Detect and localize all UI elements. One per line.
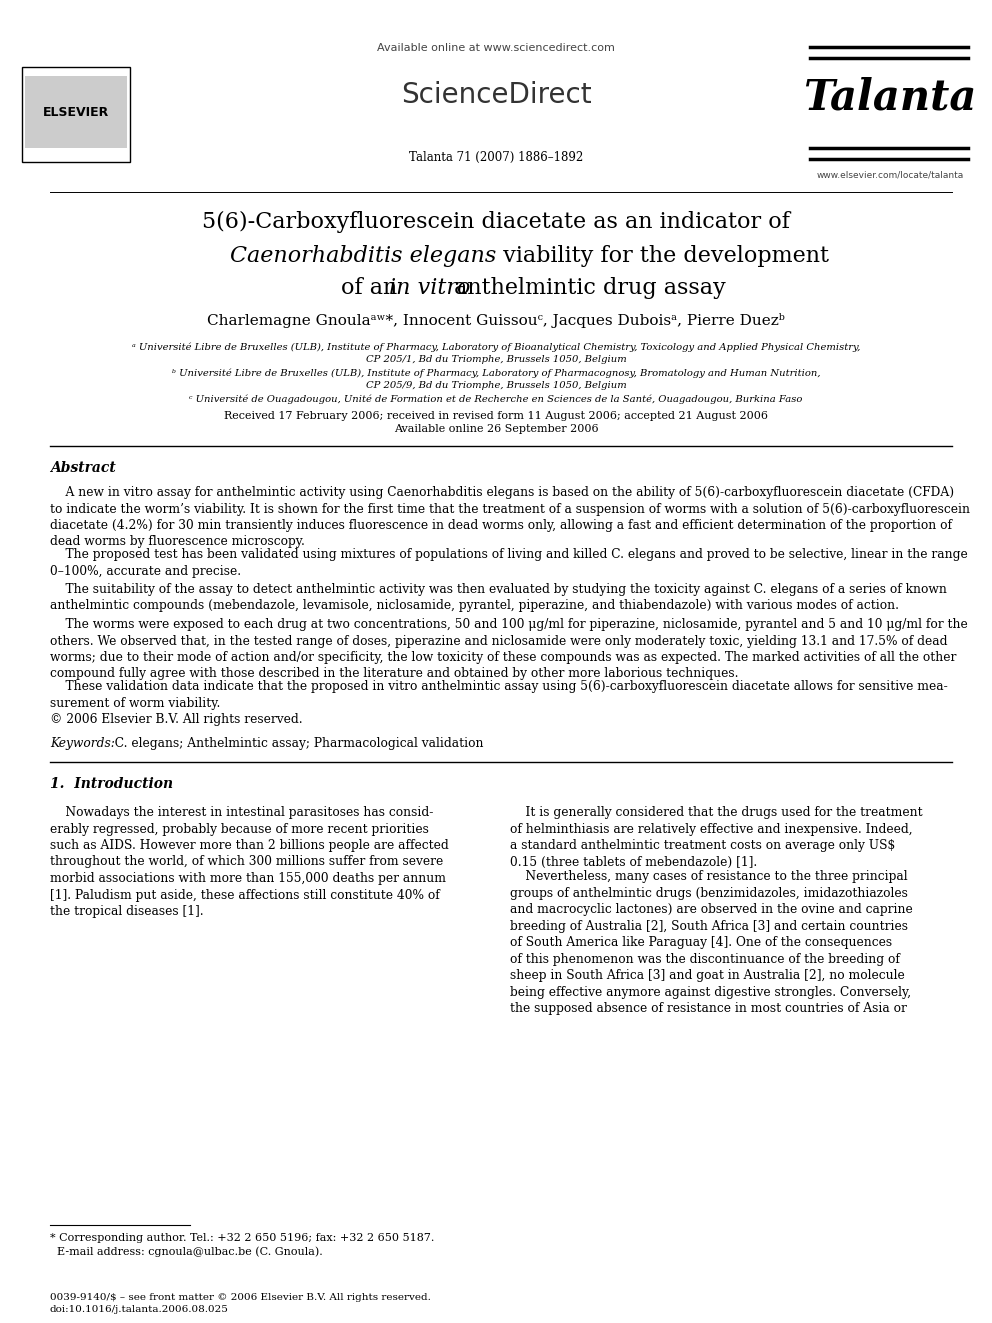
Text: viability for the development: viability for the development <box>496 245 829 267</box>
Text: CP 205/9, Bd du Triomphe, Brussels 1050, Belgium: CP 205/9, Bd du Triomphe, Brussels 1050,… <box>366 381 626 390</box>
Text: doi:10.1016/j.talanta.2006.08.025: doi:10.1016/j.talanta.2006.08.025 <box>50 1304 229 1314</box>
Bar <box>25 75 127 148</box>
Text: CP 205/1, Bd du Triomphe, Brussels 1050, Belgium: CP 205/1, Bd du Triomphe, Brussels 1050,… <box>366 356 626 365</box>
Text: Nevertheless, many cases of resistance to the three principal
groups of anthelmi: Nevertheless, many cases of resistance t… <box>510 871 913 1015</box>
Text: 0039-9140/$ – see front matter © 2006 Elsevier B.V. All rights reserved.: 0039-9140/$ – see front matter © 2006 El… <box>50 1293 431 1302</box>
Text: E-mail address: cgnoula@ulbac.be (C. Gnoula).: E-mail address: cgnoula@ulbac.be (C. Gno… <box>50 1246 322 1257</box>
Text: Nowadays the interest in intestinal parasitoses has consid-
erably regressed, pr: Nowadays the interest in intestinal para… <box>50 806 448 918</box>
Text: The proposed test has been validated using mixtures of populations of living and: The proposed test has been validated usi… <box>50 548 968 578</box>
Text: The suitability of the assay to detect anthelmintic activity was then evaluated : The suitability of the assay to detect a… <box>50 583 947 613</box>
Text: Received 17 February 2006; received in revised form 11 August 2006; accepted 21 : Received 17 February 2006; received in r… <box>224 411 768 421</box>
Text: Available online 26 September 2006: Available online 26 September 2006 <box>394 423 598 434</box>
Text: C. elegans; Anthelmintic assay; Pharmacological validation: C. elegans; Anthelmintic assay; Pharmaco… <box>107 737 483 750</box>
Text: * Corresponding author. Tel.: +32 2 650 5196; fax: +32 2 650 5187.: * Corresponding author. Tel.: +32 2 650 … <box>50 1233 434 1244</box>
Text: ELSEVIER: ELSEVIER <box>43 106 109 119</box>
Text: of an: of an <box>341 277 405 299</box>
Text: ᵇ Université Libre de Bruxelles (ULB), Institute of Pharmacy, Laboratory of Phar: ᵇ Université Libre de Bruxelles (ULB), I… <box>172 368 820 378</box>
Text: Talanta 71 (2007) 1886–1892: Talanta 71 (2007) 1886–1892 <box>409 151 583 164</box>
Text: The worms were exposed to each drug at two concentrations, 50 and 100 μg/ml for : The worms were exposed to each drug at t… <box>50 618 968 680</box>
Text: ScienceDirect: ScienceDirect <box>401 81 591 108</box>
Text: 1.  Introduction: 1. Introduction <box>50 777 174 791</box>
Text: Charlemagne Gnoulaᵃʷ*, Innocent Guissouᶜ, Jacques Duboisᵃ, Pierre Duezᵇ: Charlemagne Gnoulaᵃʷ*, Innocent Guissouᶜ… <box>207 312 785 328</box>
Text: © 2006 Elsevier B.V. All rights reserved.: © 2006 Elsevier B.V. All rights reserved… <box>50 713 303 726</box>
Text: Abstract: Abstract <box>50 460 116 475</box>
Text: 5(6)-Carboxyfluorescein diacetate as an indicator of: 5(6)-Carboxyfluorescein diacetate as an … <box>202 210 790 233</box>
Text: These validation data indicate that the proposed in vitro anthelmintic assay usi: These validation data indicate that the … <box>50 680 947 709</box>
Text: in vitro: in vitro <box>389 277 470 299</box>
Text: Talanta: Talanta <box>804 77 977 119</box>
Text: anthelmintic drug assay: anthelmintic drug assay <box>447 277 726 299</box>
Text: www.elsevier.com/locate/talanta: www.elsevier.com/locate/talanta <box>816 171 963 180</box>
Text: Caenorhabditis elegans: Caenorhabditis elegans <box>230 245 496 267</box>
Text: ᵃ Université Libre de Bruxelles (ULB), Institute of Pharmacy, Laboratory of Bioa: ᵃ Université Libre de Bruxelles (ULB), I… <box>132 343 860 352</box>
Text: A new in vitro assay for anthelmintic activity using Caenorhabditis elegans is b: A new in vitro assay for anthelmintic ac… <box>50 486 970 549</box>
Text: ᶜ Université de Ouagadougou, Unité de Formation et de Recherche en Sciences de l: ᶜ Université de Ouagadougou, Unité de Fo… <box>189 394 803 404</box>
Text: It is generally considered that the drugs used for the treatment
of helminthiasi: It is generally considered that the drug… <box>510 806 923 868</box>
Text: Keywords:: Keywords: <box>50 737 115 750</box>
Text: Available online at www.sciencedirect.com: Available online at www.sciencedirect.co… <box>377 44 615 53</box>
